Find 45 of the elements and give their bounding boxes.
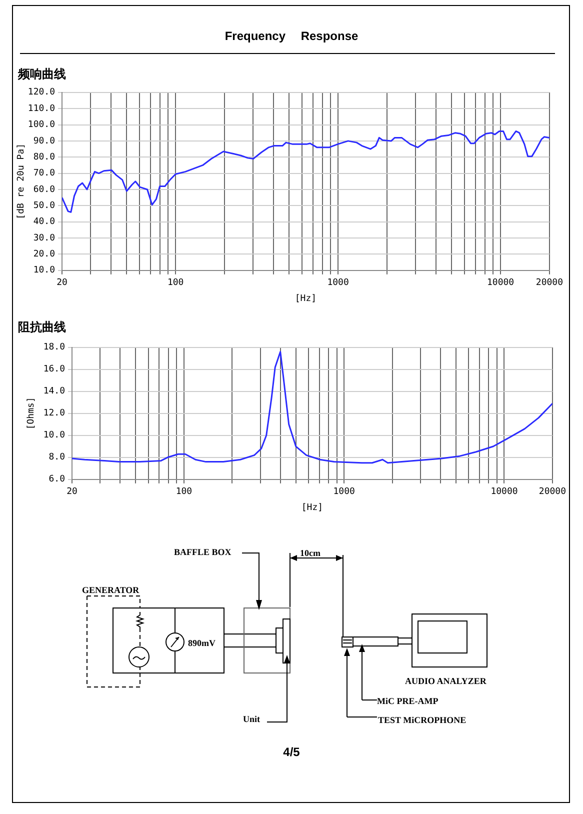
text: 890mV — [188, 638, 216, 648]
x-tick-label: 100 — [176, 487, 192, 498]
y-tick-label: 10.0 — [43, 430, 65, 441]
y-tick-label: 20.0 — [33, 250, 55, 260]
x-tick-label: 10000 — [486, 278, 514, 288]
y-tick-label: 50.0 — [33, 201, 55, 212]
y-axis-title: [dB re 20u Pa] — [16, 143, 27, 220]
x-axis-title: [Hz] — [294, 294, 317, 304]
y-tick-label: 18.0 — [43, 342, 65, 353]
text: Unit — [243, 714, 260, 724]
y-tick-label: 14.0 — [43, 386, 65, 397]
x-axis-title: [Hz] — [301, 502, 324, 513]
y-tick-label: 120.0 — [28, 88, 55, 98]
x-tick-label: 10000 — [490, 487, 518, 498]
y-tick-label: 90.0 — [33, 136, 55, 146]
chart-subtitle: 频响曲线 — [18, 66, 66, 83]
x-tick-label: 1000 — [333, 487, 355, 498]
y-tick-label: 30.0 — [33, 233, 55, 244]
x-tick-label: 100 — [167, 278, 184, 288]
y-tick-label: 16.0 — [43, 364, 65, 375]
text: GENERATOR — [82, 585, 140, 595]
y-tick-label: 100.0 — [28, 120, 55, 130]
y-tick-label: 12.0 — [43, 408, 65, 419]
y-tick-label: 8.0 — [48, 452, 65, 463]
x-tick-label: 20 — [66, 487, 78, 498]
y-tick-label: 10.0 — [33, 266, 55, 276]
y-tick-label: 110.0 — [28, 104, 55, 114]
y-tick-label: 60.0 — [33, 184, 55, 195]
text: AUDIO ANALYZER — [405, 676, 486, 686]
text: 4/5 — [282, 745, 301, 759]
y-tick-label: 70.0 — [33, 168, 55, 179]
x-tick-label: 1000 — [327, 278, 349, 288]
y-axis-title: [Ohms] — [26, 397, 37, 430]
y-tick-label: 80.0 — [33, 152, 55, 162]
text: 10cm — [300, 548, 320, 558]
text: BAFFLE BOX — [174, 547, 232, 557]
text: MiC PRE-AMP — [377, 696, 438, 706]
chart-title: Frequency Response — [224, 29, 360, 43]
chart-title: 阻抗曲线 — [18, 319, 66, 336]
text: TEST MiCROPHONE — [378, 715, 466, 725]
x-tick-label: 20 — [56, 278, 68, 288]
x-tick-label: 20000 — [538, 487, 566, 498]
y-tick-label: 40.0 — [33, 217, 55, 228]
x-tick-label: 20000 — [536, 278, 563, 288]
y-tick-label: 6.0 — [48, 474, 65, 485]
